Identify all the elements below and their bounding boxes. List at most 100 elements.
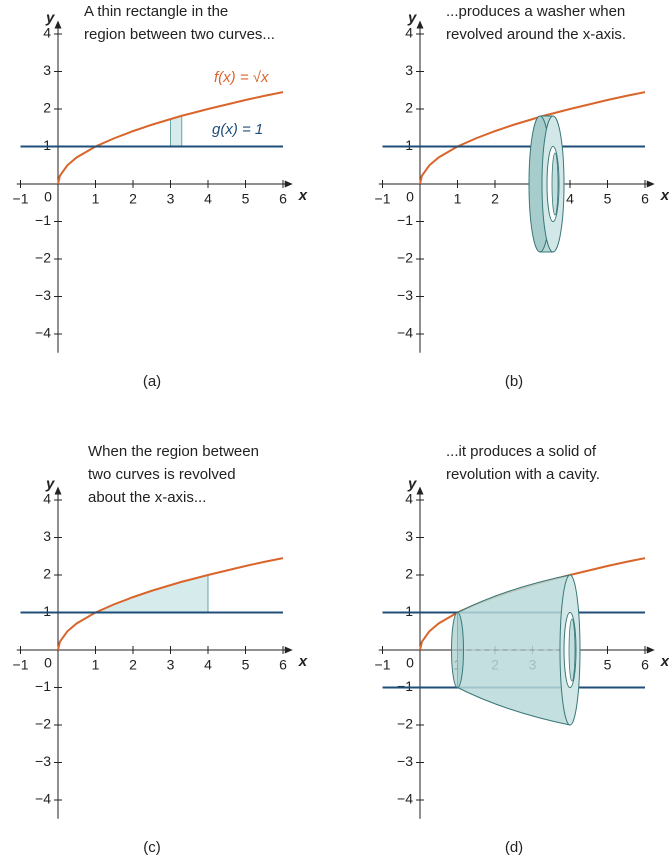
y-tick-label: −4 [35, 325, 51, 341]
y-tick-label: 2 [405, 100, 413, 116]
shaded-region [95, 574, 209, 613]
x-tick-label: 0 [44, 655, 52, 671]
curve [57, 557, 284, 651]
y-tick-label: −3 [397, 753, 413, 769]
panel: ...it produces a solid of revolution with… [375, 443, 669, 856]
y-tick-label: 3 [43, 528, 51, 544]
x-tick-label: 2 [129, 657, 137, 673]
y-arrow [54, 486, 62, 495]
y-tick-label: 1 [405, 603, 413, 619]
annotation: region between two curves... [84, 26, 275, 43]
x-tick-label: 5 [604, 657, 612, 673]
y-tick-label: 4 [405, 491, 413, 507]
series-label: g(x) = 1 [212, 121, 263, 138]
x-tick-label: 0 [406, 655, 414, 671]
x-tick-label: 5 [242, 657, 250, 673]
x-tick-label: −1 [13, 657, 29, 673]
series-label: f(x) = √x [214, 69, 269, 86]
y-tick-label: −1 [397, 212, 413, 228]
annotation: When the region between [88, 443, 259, 460]
y-tick-label: 3 [405, 528, 413, 544]
x-tick-label: 4 [204, 191, 212, 207]
x-tick-label: −1 [13, 191, 29, 207]
panel: When the region between two curves is rev… [13, 443, 308, 856]
y-tick-label: −3 [35, 287, 51, 303]
x-tick-label: 4 [566, 191, 574, 207]
y-tick-label: 3 [43, 62, 51, 78]
x-tick-label: 2 [491, 191, 499, 207]
caption: (c) [143, 839, 161, 856]
annotation: two curves is revolved [88, 466, 236, 483]
x-tick-label: 1 [92, 191, 100, 207]
y-tick-label: 4 [43, 491, 51, 507]
annotation: revolution with a cavity. [446, 466, 600, 483]
y-tick-label: −3 [397, 287, 413, 303]
y-tick-label: 2 [43, 100, 51, 116]
panel: ...produces a washer when revolved around… [375, 3, 669, 390]
annotation: revolved around the x-axis. [446, 26, 626, 43]
x-tick-label: 1 [92, 657, 100, 673]
y-tick-label: 1 [43, 603, 51, 619]
y-tick-label: −4 [35, 791, 51, 807]
y-tick-label: −2 [35, 250, 51, 266]
y-axis-label: y [407, 475, 417, 492]
annotation: ...produces a washer when [446, 3, 625, 20]
y-tick-label: −1 [397, 678, 413, 694]
washer-hole-inner [551, 152, 559, 216]
y-tick-label: 4 [405, 25, 413, 41]
solid-cavity-inner [568, 618, 576, 682]
y-axis-label: y [45, 9, 55, 26]
caption: (a) [143, 373, 161, 390]
caption: (d) [505, 839, 523, 856]
x-tick-label: 0 [44, 189, 52, 205]
y-tick-label: −2 [397, 716, 413, 732]
x-arrow [646, 180, 655, 188]
y-arrow [416, 486, 424, 495]
x-arrow [646, 646, 655, 654]
x-tick-label: 3 [167, 191, 175, 207]
x-tick-label: 6 [641, 657, 649, 673]
y-arrow [54, 20, 62, 29]
x-tick-label: −1 [375, 191, 391, 207]
y-tick-label: −2 [35, 716, 51, 732]
y-tick-label: 1 [405, 137, 413, 153]
shaded-region [170, 115, 183, 147]
x-axis-label: x [660, 653, 669, 670]
x-tick-label: 4 [204, 657, 212, 673]
y-tick-label: 2 [43, 566, 51, 582]
annotation: A thin rectangle in the [84, 3, 228, 20]
x-tick-label: 6 [279, 657, 287, 673]
x-axis-label: x [660, 187, 669, 204]
x-arrow [284, 180, 293, 188]
y-axis-label: y [407, 9, 417, 26]
curve [419, 91, 646, 185]
panel: A thin rectangle in the region between tw… [13, 3, 308, 390]
caption: (b) [505, 373, 523, 390]
x-tick-label: 2 [129, 191, 137, 207]
y-tick-label: −1 [35, 678, 51, 694]
y-tick-label: −4 [397, 325, 413, 341]
x-tick-label: 3 [167, 657, 175, 673]
x-tick-label: 5 [604, 191, 612, 207]
x-tick-label: 6 [641, 191, 649, 207]
y-tick-label: 3 [405, 62, 413, 78]
y-tick-label: −3 [35, 753, 51, 769]
x-tick-label: −1 [375, 657, 391, 673]
x-tick-label: 6 [279, 191, 287, 207]
y-tick-label: 1 [43, 137, 51, 153]
x-axis-label: x [298, 187, 308, 204]
y-tick-label: −2 [397, 250, 413, 266]
x-arrow [284, 646, 293, 654]
x-tick-label: 1 [454, 191, 462, 207]
x-axis-label: x [298, 653, 308, 670]
curve [57, 91, 284, 185]
annotation: ...it produces a solid of [446, 443, 597, 460]
y-tick-label: 4 [43, 25, 51, 41]
y-tick-label: 2 [405, 566, 413, 582]
y-arrow [416, 20, 424, 29]
x-tick-label: 0 [406, 189, 414, 205]
y-tick-label: −4 [397, 791, 413, 807]
y-axis-label: y [45, 475, 55, 492]
annotation: about the x-axis... [88, 489, 206, 506]
